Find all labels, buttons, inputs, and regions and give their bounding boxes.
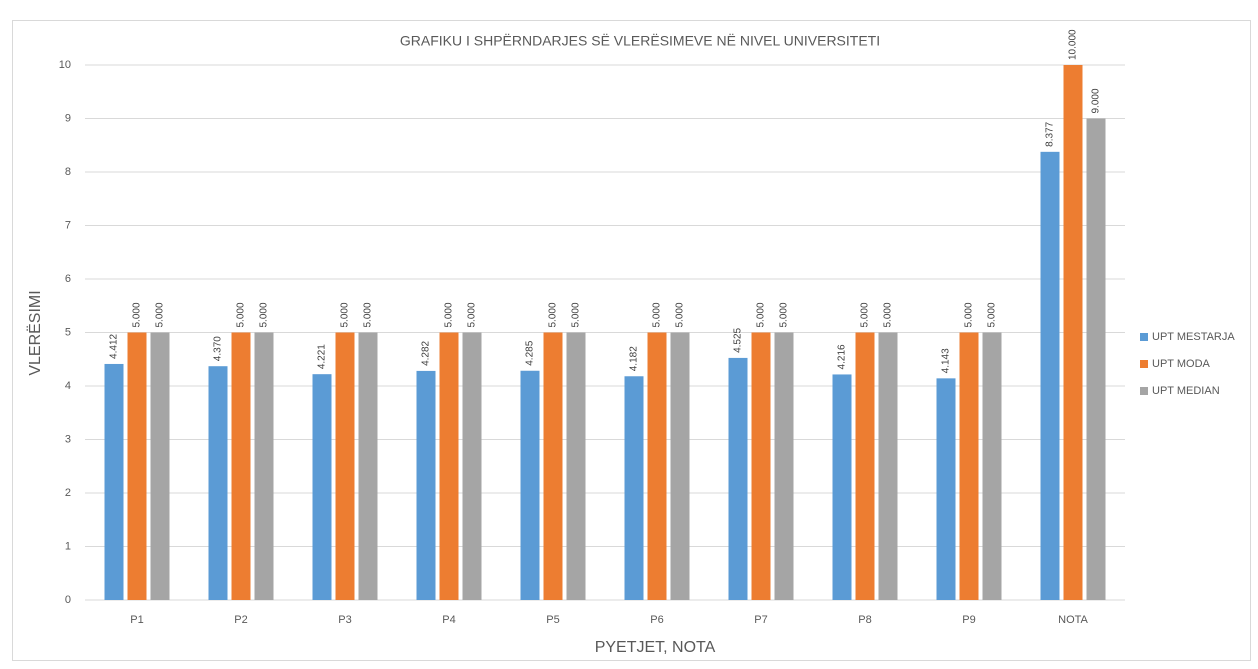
bar	[878, 332, 898, 600]
bar	[855, 332, 875, 600]
y-tick-label: 3	[65, 433, 71, 445]
data-label: 5.000	[132, 302, 143, 327]
x-tick-label: P9	[962, 614, 975, 626]
bar	[751, 332, 771, 600]
bar	[959, 332, 979, 600]
bar	[1086, 118, 1106, 600]
x-tick-label: P8	[858, 614, 871, 626]
x-axis-label: PYETJET, NOTA	[595, 639, 716, 656]
legend-label: UPT MEDIAN	[1152, 385, 1220, 397]
bar	[647, 332, 667, 600]
y-tick-label: 8	[65, 166, 71, 178]
x-tick-label: P5	[546, 614, 559, 626]
data-label: 4.282	[421, 340, 432, 365]
bar	[566, 332, 586, 600]
bar	[312, 374, 332, 600]
y-axis-label: VLERËSIMI	[26, 290, 44, 375]
y-tick-label: 9	[65, 112, 71, 124]
data-label: 5.000	[259, 302, 270, 327]
y-tick-label: 0	[65, 594, 71, 606]
data-label: 5.000	[779, 302, 790, 327]
data-label: 5.000	[444, 302, 455, 327]
x-tick-label: NOTA	[1058, 614, 1088, 626]
bar	[104, 363, 124, 600]
y-tick-label: 7	[65, 219, 71, 231]
bar	[1040, 151, 1060, 600]
y-tick-label: 4	[65, 380, 71, 392]
bar	[416, 370, 436, 600]
y-tick-label: 1	[65, 540, 71, 552]
y-tick-label: 6	[65, 273, 71, 285]
legend-swatch	[1140, 387, 1148, 395]
bar	[208, 366, 228, 600]
x-tick-label: P7	[754, 614, 767, 626]
bar	[832, 374, 852, 600]
bar	[335, 332, 355, 600]
bar	[774, 332, 794, 600]
x-tick-label: P1	[130, 614, 143, 626]
data-label: 4.525	[733, 327, 744, 352]
bar	[543, 332, 563, 600]
y-tick-label: 2	[65, 487, 71, 499]
data-label: 5.000	[548, 302, 559, 327]
data-label: 5.000	[363, 302, 374, 327]
x-tick-label: P3	[338, 614, 351, 626]
data-label: 5.000	[756, 302, 767, 327]
bar	[231, 332, 251, 600]
data-label: 5.000	[860, 302, 871, 327]
data-label: 9.000	[1091, 88, 1102, 113]
bar	[358, 332, 378, 600]
data-label: 4.221	[317, 344, 328, 369]
data-label: 5.000	[236, 302, 247, 327]
data-label: 5.000	[340, 302, 351, 327]
chart-title: GRAFIKU I SHPËRNDARJES SË VLERËSIMEVE NË…	[400, 33, 880, 49]
bar	[520, 370, 540, 600]
data-label: 5.000	[883, 302, 894, 327]
data-label: 4.216	[837, 344, 848, 369]
legend-label: UPT MODA	[1152, 358, 1211, 370]
data-label: 4.412	[109, 333, 120, 358]
data-label: 4.370	[213, 336, 224, 361]
y-tick-label: 10	[59, 59, 71, 71]
data-label: 5.000	[987, 302, 998, 327]
data-label: 5.000	[675, 302, 686, 327]
bar	[936, 378, 956, 600]
legend-label: UPT MESTARJA	[1152, 331, 1235, 343]
bar	[982, 332, 1002, 600]
bar	[127, 332, 147, 600]
x-tick-label: P6	[650, 614, 663, 626]
x-tick-label: P2	[234, 614, 247, 626]
bar	[150, 332, 170, 600]
data-label: 5.000	[155, 302, 166, 327]
data-label: 8.377	[1045, 121, 1056, 146]
data-label: 5.000	[571, 302, 582, 327]
bar	[1063, 65, 1083, 600]
data-label: 10.000	[1068, 29, 1079, 60]
bar	[254, 332, 274, 600]
data-label: 5.000	[964, 302, 975, 327]
legend-swatch	[1140, 333, 1148, 341]
bar	[728, 357, 748, 600]
bar	[670, 332, 690, 600]
data-label: 4.182	[629, 346, 640, 371]
bar	[439, 332, 459, 600]
data-label: 5.000	[652, 302, 663, 327]
x-tick-label: P4	[442, 614, 455, 626]
legend-swatch	[1140, 360, 1148, 368]
bar	[462, 332, 482, 600]
data-label: 5.000	[467, 302, 478, 327]
bar	[624, 376, 644, 600]
y-tick-label: 5	[65, 326, 71, 338]
data-label: 4.285	[525, 340, 536, 365]
data-label: 4.143	[941, 348, 952, 373]
